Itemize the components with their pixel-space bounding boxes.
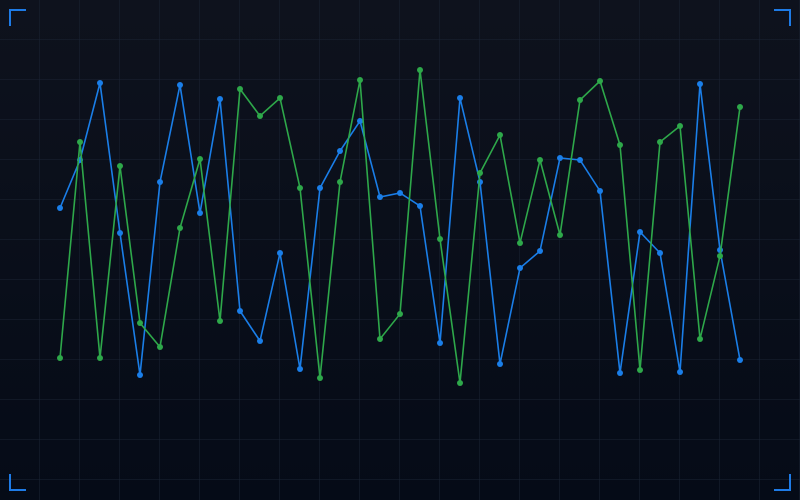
data-point bbox=[77, 139, 83, 145]
data-point bbox=[657, 139, 663, 145]
data-point bbox=[117, 163, 123, 169]
data-point bbox=[737, 357, 743, 363]
data-point bbox=[397, 190, 403, 196]
data-point bbox=[357, 77, 363, 83]
data-point bbox=[617, 142, 623, 148]
data-point bbox=[477, 170, 483, 176]
data-point bbox=[377, 336, 383, 342]
data-point bbox=[97, 355, 103, 361]
data-point bbox=[57, 355, 63, 361]
data-point bbox=[497, 132, 503, 138]
data-point bbox=[537, 157, 543, 163]
data-point bbox=[557, 232, 563, 238]
data-point bbox=[217, 96, 223, 102]
data-point bbox=[637, 367, 643, 373]
data-point bbox=[537, 248, 543, 254]
data-point bbox=[697, 336, 703, 342]
data-point bbox=[677, 369, 683, 375]
data-point bbox=[257, 113, 263, 119]
data-point bbox=[177, 82, 183, 88]
data-point bbox=[297, 185, 303, 191]
data-point bbox=[617, 370, 623, 376]
data-point bbox=[457, 95, 463, 101]
data-point bbox=[57, 205, 63, 211]
data-point bbox=[377, 194, 383, 200]
data-point bbox=[657, 250, 663, 256]
data-point bbox=[237, 86, 243, 92]
data-point bbox=[597, 188, 603, 194]
data-point bbox=[277, 250, 283, 256]
data-point bbox=[317, 185, 323, 191]
data-point bbox=[557, 155, 563, 161]
data-point bbox=[597, 78, 603, 84]
data-point bbox=[337, 179, 343, 185]
data-point bbox=[197, 156, 203, 162]
data-point bbox=[97, 80, 103, 86]
data-point bbox=[437, 340, 443, 346]
data-point bbox=[117, 230, 123, 236]
data-point bbox=[237, 308, 243, 314]
corner-brackets bbox=[9, 9, 791, 491]
data-point bbox=[197, 210, 203, 216]
data-point bbox=[677, 123, 683, 129]
data-point bbox=[137, 320, 143, 326]
data-point bbox=[257, 338, 263, 344]
data-point bbox=[217, 318, 223, 324]
data-point bbox=[337, 148, 343, 154]
data-point bbox=[417, 67, 423, 73]
data-point bbox=[457, 380, 463, 386]
data-point bbox=[517, 265, 523, 271]
data-point bbox=[357, 118, 363, 124]
data-point bbox=[517, 240, 523, 246]
data-point bbox=[157, 344, 163, 350]
data-point bbox=[737, 104, 743, 110]
data-point bbox=[277, 95, 283, 101]
data-point bbox=[397, 311, 403, 317]
data-point bbox=[637, 229, 643, 235]
data-point bbox=[577, 97, 583, 103]
data-point bbox=[717, 253, 723, 259]
data-point bbox=[297, 366, 303, 372]
data-point bbox=[437, 236, 443, 242]
data-point bbox=[177, 225, 183, 231]
data-point bbox=[497, 361, 503, 367]
data-point bbox=[137, 372, 143, 378]
data-point bbox=[697, 81, 703, 87]
data-point bbox=[417, 203, 423, 209]
data-point bbox=[317, 375, 323, 381]
data-point bbox=[577, 157, 583, 163]
data-point bbox=[157, 179, 163, 185]
